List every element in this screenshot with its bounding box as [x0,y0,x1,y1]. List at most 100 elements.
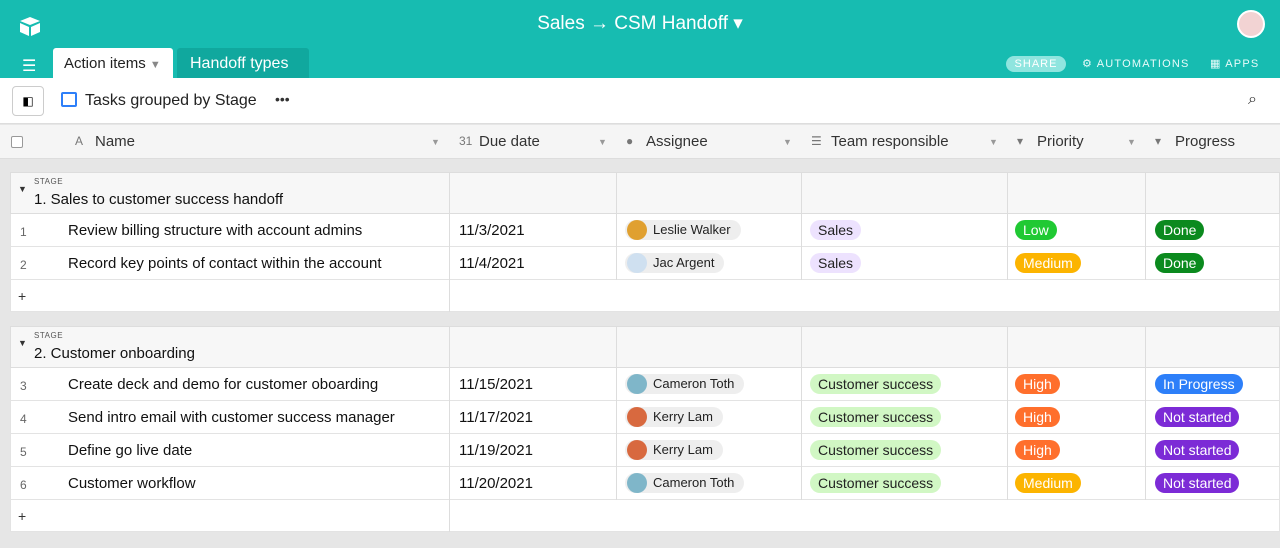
cell-border [1145,214,1146,247]
sidebar-toggle[interactable]: ◧ [12,86,44,116]
view-name[interactable]: Tasks grouped by Stage [85,92,257,109]
cell-border [449,467,450,500]
avatar [627,220,647,240]
add-row-button[interactable]: + [18,508,27,524]
view-menu[interactable]: ••• [275,91,290,107]
cell-border [1007,326,1008,368]
due-date: 11/20/2021 [459,475,533,492]
title-text: Sales → CSM Handoff [537,13,728,34]
column-icon: ▾ [1017,134,1024,148]
priority-tag: Low [1015,220,1057,240]
priority-tag: Medium [1015,253,1081,273]
column-header [0,125,1280,159]
cell-border [801,434,802,467]
cell-border [449,172,450,214]
group-toggle[interactable]: ▼ [18,184,27,194]
cell-border [1145,467,1146,500]
menu-button[interactable]: ☰ [22,58,37,75]
column-name[interactable]: Team responsible [831,133,949,150]
cell-border [1145,401,1146,434]
cell-border [449,326,450,368]
task-name: Customer workflow [68,475,196,492]
cell-border [616,214,617,247]
due-date: 11/4/2021 [459,255,525,272]
task-name: Define go live date [68,442,193,459]
group-name: 2. Customer onboarding [34,345,195,362]
assignee-chip[interactable]: Jac Argent [625,253,725,273]
add-row-button[interactable]: + [18,288,27,304]
group-label: STAGE [34,331,64,340]
cell-border [449,368,450,401]
tab[interactable]: Handoff types [177,48,309,78]
tab-label: Action items [64,55,146,72]
add-row [10,280,1280,312]
avatar [627,440,647,460]
column-menu[interactable]: ▼ [783,137,792,147]
column-name[interactable]: Priority [1037,133,1084,150]
assignee-chip[interactable]: Cameron Toth [625,374,745,394]
cell-border [449,247,450,280]
avatar [627,253,647,273]
cell-border [616,172,617,214]
assignee-chip[interactable]: Kerry Lam [625,440,723,460]
column-menu[interactable]: ▼ [598,137,607,147]
assignee-chip[interactable]: Leslie Walker [625,220,741,240]
cell-border [801,326,802,368]
apps-button[interactable]: ▦ APPS [1210,58,1260,70]
row-number: 4 [20,412,27,426]
column-name[interactable]: Name [95,133,136,150]
task-name: Record key points of contact within the … [68,255,382,272]
cell-border [1145,368,1146,401]
cell-border [801,247,802,280]
group-header [10,172,1280,214]
team-tag: Sales [810,220,862,240]
search-button[interactable]: ⌕ [1248,91,1257,108]
column-icon: ▾ [1155,134,1162,148]
progress-tag: Done [1155,253,1205,273]
priority-tag: Medium [1015,473,1081,493]
column-name[interactable]: Assignee [646,133,708,150]
share-button[interactable]: SHARE [1006,56,1066,72]
column-menu[interactable]: ▼ [431,137,440,147]
progress-tag: Not started [1155,473,1240,493]
cell-border [449,434,450,467]
cell-border [801,368,802,401]
automations-button[interactable]: ⚙ AUTOMATIONS [1082,58,1190,70]
team-tag: Customer success [810,407,942,427]
cell-border [1007,434,1008,467]
select-all[interactable] [11,136,23,148]
column-name[interactable]: Due date [479,133,540,150]
priority-tag: High [1015,374,1060,394]
assignee-chip[interactable]: Cameron Toth [625,473,745,493]
avatar [627,473,647,493]
logo [20,17,40,36]
cell-border [801,401,802,434]
column-menu[interactable]: ▼ [989,137,998,147]
due-date: 11/17/2021 [459,409,533,426]
row-number: 1 [20,225,27,239]
group-name: 1. Sales to customer success handoff [34,191,284,208]
team-tag: Sales [810,253,862,273]
toolbar [0,78,1280,124]
column-name[interactable]: Progress [1175,133,1236,150]
column-icon: A [75,134,84,148]
cell-border [1007,368,1008,401]
row-number: 5 [20,445,27,459]
column-icon: ☰ [811,134,822,148]
tab-active[interactable]: Action items ▼ [53,48,173,78]
cell-border [616,434,617,467]
avatar [627,407,647,427]
apps-label: APPS [1225,58,1260,70]
due-date: 11/3/2021 [459,222,525,239]
column-menu[interactable]: ▼ [1127,137,1136,147]
team-tag: Customer success [810,440,942,460]
base-title[interactable]: Sales → CSM Handoff ▾ [537,13,743,34]
progress-tag: Not started [1155,407,1240,427]
assignee-chip[interactable]: Kerry Lam [625,407,723,427]
group-toggle[interactable]: ▼ [18,338,27,348]
column-icon: 31 [459,134,473,148]
user-avatar[interactable] [1237,10,1265,38]
avatar [627,374,647,394]
team-tag: Customer success [810,473,942,493]
